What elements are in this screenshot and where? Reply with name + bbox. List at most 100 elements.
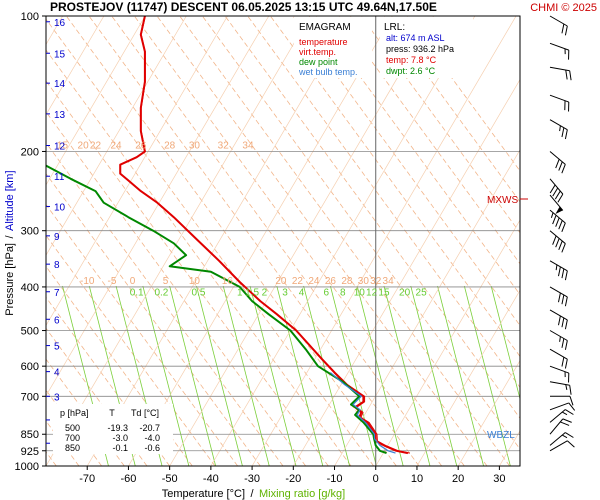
legend-title: EMAGRAM [299, 22, 351, 33]
isotherm-line [416, 289, 520, 466]
isotherm-line [46, 16, 270, 397]
wind-barb-flag [561, 222, 566, 232]
mixing-ratio-label: 10 [354, 287, 366, 298]
legend-box [294, 17, 372, 78]
dry-adiabat-label: 24 [308, 276, 320, 287]
altitude-tick-label: 4 [54, 368, 60, 379]
wind-barb [549, 440, 575, 452]
mixing-ratio-label: 2 [262, 287, 268, 298]
y-axis-title: Pressure [hPa] / Altitude [km] [4, 170, 16, 315]
altitude-tick-label: 7 [54, 288, 60, 299]
pressure-tick-label: 200 [21, 146, 39, 158]
wind-barb [549, 230, 566, 253]
temperature-tick-label: -50 [162, 473, 178, 485]
altitude-tick-label: 15 [54, 49, 66, 60]
x-axis-title: Temperature [°C] / Mixing ratio [g/kg] [162, 488, 345, 500]
mixing-ratio-label: 1 [237, 287, 243, 298]
mixing-ratio-line [303, 285, 350, 466]
wind-barb-flag [564, 340, 568, 350]
table-row-850-t: -0.1 [112, 443, 128, 453]
dry-adiabat-line [406, 16, 520, 172]
x-axis-title-mixing: Mixing ratio [g/kg] [259, 488, 345, 500]
isotherm-line [251, 16, 517, 466]
dry-adiabat-line [338, 16, 520, 265]
dry-adiabat-line [247, 16, 520, 388]
altitude-tick-label: 13 [54, 110, 66, 121]
wind-barb-flag [555, 238, 560, 248]
legend-temperature: temperature [299, 37, 348, 47]
wind-barb-flag [552, 187, 559, 197]
wind-barb-staff [549, 119, 568, 131]
wind-barb-staff [549, 409, 566, 423]
wind-barb [549, 365, 570, 383]
mixing-ratio-line [383, 285, 431, 466]
plot-frame [45, 15, 521, 467]
dry-adiabat-label: -10 [80, 276, 95, 287]
wind-barb-flag [568, 50, 570, 60]
mixing-ratio-line [490, 285, 520, 401]
lrl-temp: temp: 7.8 °C [386, 55, 437, 65]
wind-barb-flag [558, 292, 561, 303]
wind-barb [549, 286, 568, 307]
dry-adiabat-label: 0 [130, 276, 136, 287]
wind-barb-pennant [555, 206, 563, 215]
wind-barb-flag [568, 373, 570, 383]
mixing-ratio-label: 3 [282, 287, 288, 298]
dry-adiabat-line [383, 16, 520, 203]
wind-barb-staff [549, 432, 566, 446]
mixing-ratio-line [410, 285, 458, 466]
pressure-tick-label: 700 [21, 391, 39, 403]
virtual-temperature-curve [120, 16, 410, 454]
table-row-500-td: -20.7 [139, 423, 160, 433]
wind-barb-flag [561, 294, 565, 305]
wind-barb-flag [555, 217, 560, 227]
pressure-tick-label: 100 [21, 11, 39, 23]
altitude-tick-label: 9 [54, 232, 60, 243]
wind-barb-staff [549, 309, 568, 321]
wind-barb-staff [549, 230, 566, 244]
mixing-ratio-label: 15 [378, 287, 390, 298]
wind-barb [549, 209, 566, 232]
dry-adiabat-line [134, 16, 465, 466]
altitude-tick-label: 8 [54, 260, 60, 271]
temperature-tick-label: -30 [244, 473, 260, 485]
mixing-ratio-label: 12 [366, 287, 378, 298]
dry-adiabat-label: 32 [370, 276, 382, 287]
dry-adiabat-line [111, 16, 443, 466]
wind-barb-staff [549, 151, 566, 165]
mixing-ratio-line [276, 285, 324, 466]
wind-barb-flag [565, 70, 568, 80]
y-axis-title-separator: / [4, 235, 16, 239]
mixing-ratio-label: 0.2 [154, 287, 168, 298]
series-layer [46, 16, 410, 455]
wind-barb-flag [555, 159, 560, 169]
isotherm-line [293, 78, 520, 466]
wind-barb-staff [549, 440, 568, 452]
dry-adiabat-label: 30 [189, 140, 201, 151]
wind-barb-staff [549, 42, 569, 51]
wind-barb [549, 66, 572, 81]
dry-adiabat-label: 20 [275, 276, 287, 287]
altitude-tick-label: 11 [54, 172, 65, 183]
wind-barb-staff [549, 402, 569, 411]
wind-barb-panel [549, 15, 576, 452]
table-row-500-t: -19.3 [107, 423, 128, 433]
chart-title: PROSTEJOV (11747) DESCENT 06.05.2025 13:… [50, 0, 437, 14]
table-row-850-p: 850 [65, 443, 80, 453]
mixing-ratio-label: 6 [323, 287, 329, 298]
lrl-dwpt: dwpt: 2.6 °C [386, 66, 436, 76]
wind-barb-half-flag [559, 125, 561, 132]
wbzl-label: WBZL [487, 430, 515, 441]
wind-barb [549, 42, 570, 60]
lrl-alt: alt: 674 m ASL [386, 33, 445, 43]
wind-barb-staff [549, 209, 566, 224]
altitude-tick-label: 3 [54, 392, 60, 403]
dry-adiabat-label: 30 [358, 276, 370, 287]
wind-barb [549, 409, 574, 423]
mxws-marker: MXWS [487, 195, 528, 206]
dry-adiabat-label: 15 [57, 140, 69, 151]
wind-barb-half-flag [550, 212, 554, 218]
pressure-tick-label: 300 [21, 226, 39, 238]
wind-barb [549, 418, 572, 435]
wind-barb-staff [549, 94, 569, 103]
